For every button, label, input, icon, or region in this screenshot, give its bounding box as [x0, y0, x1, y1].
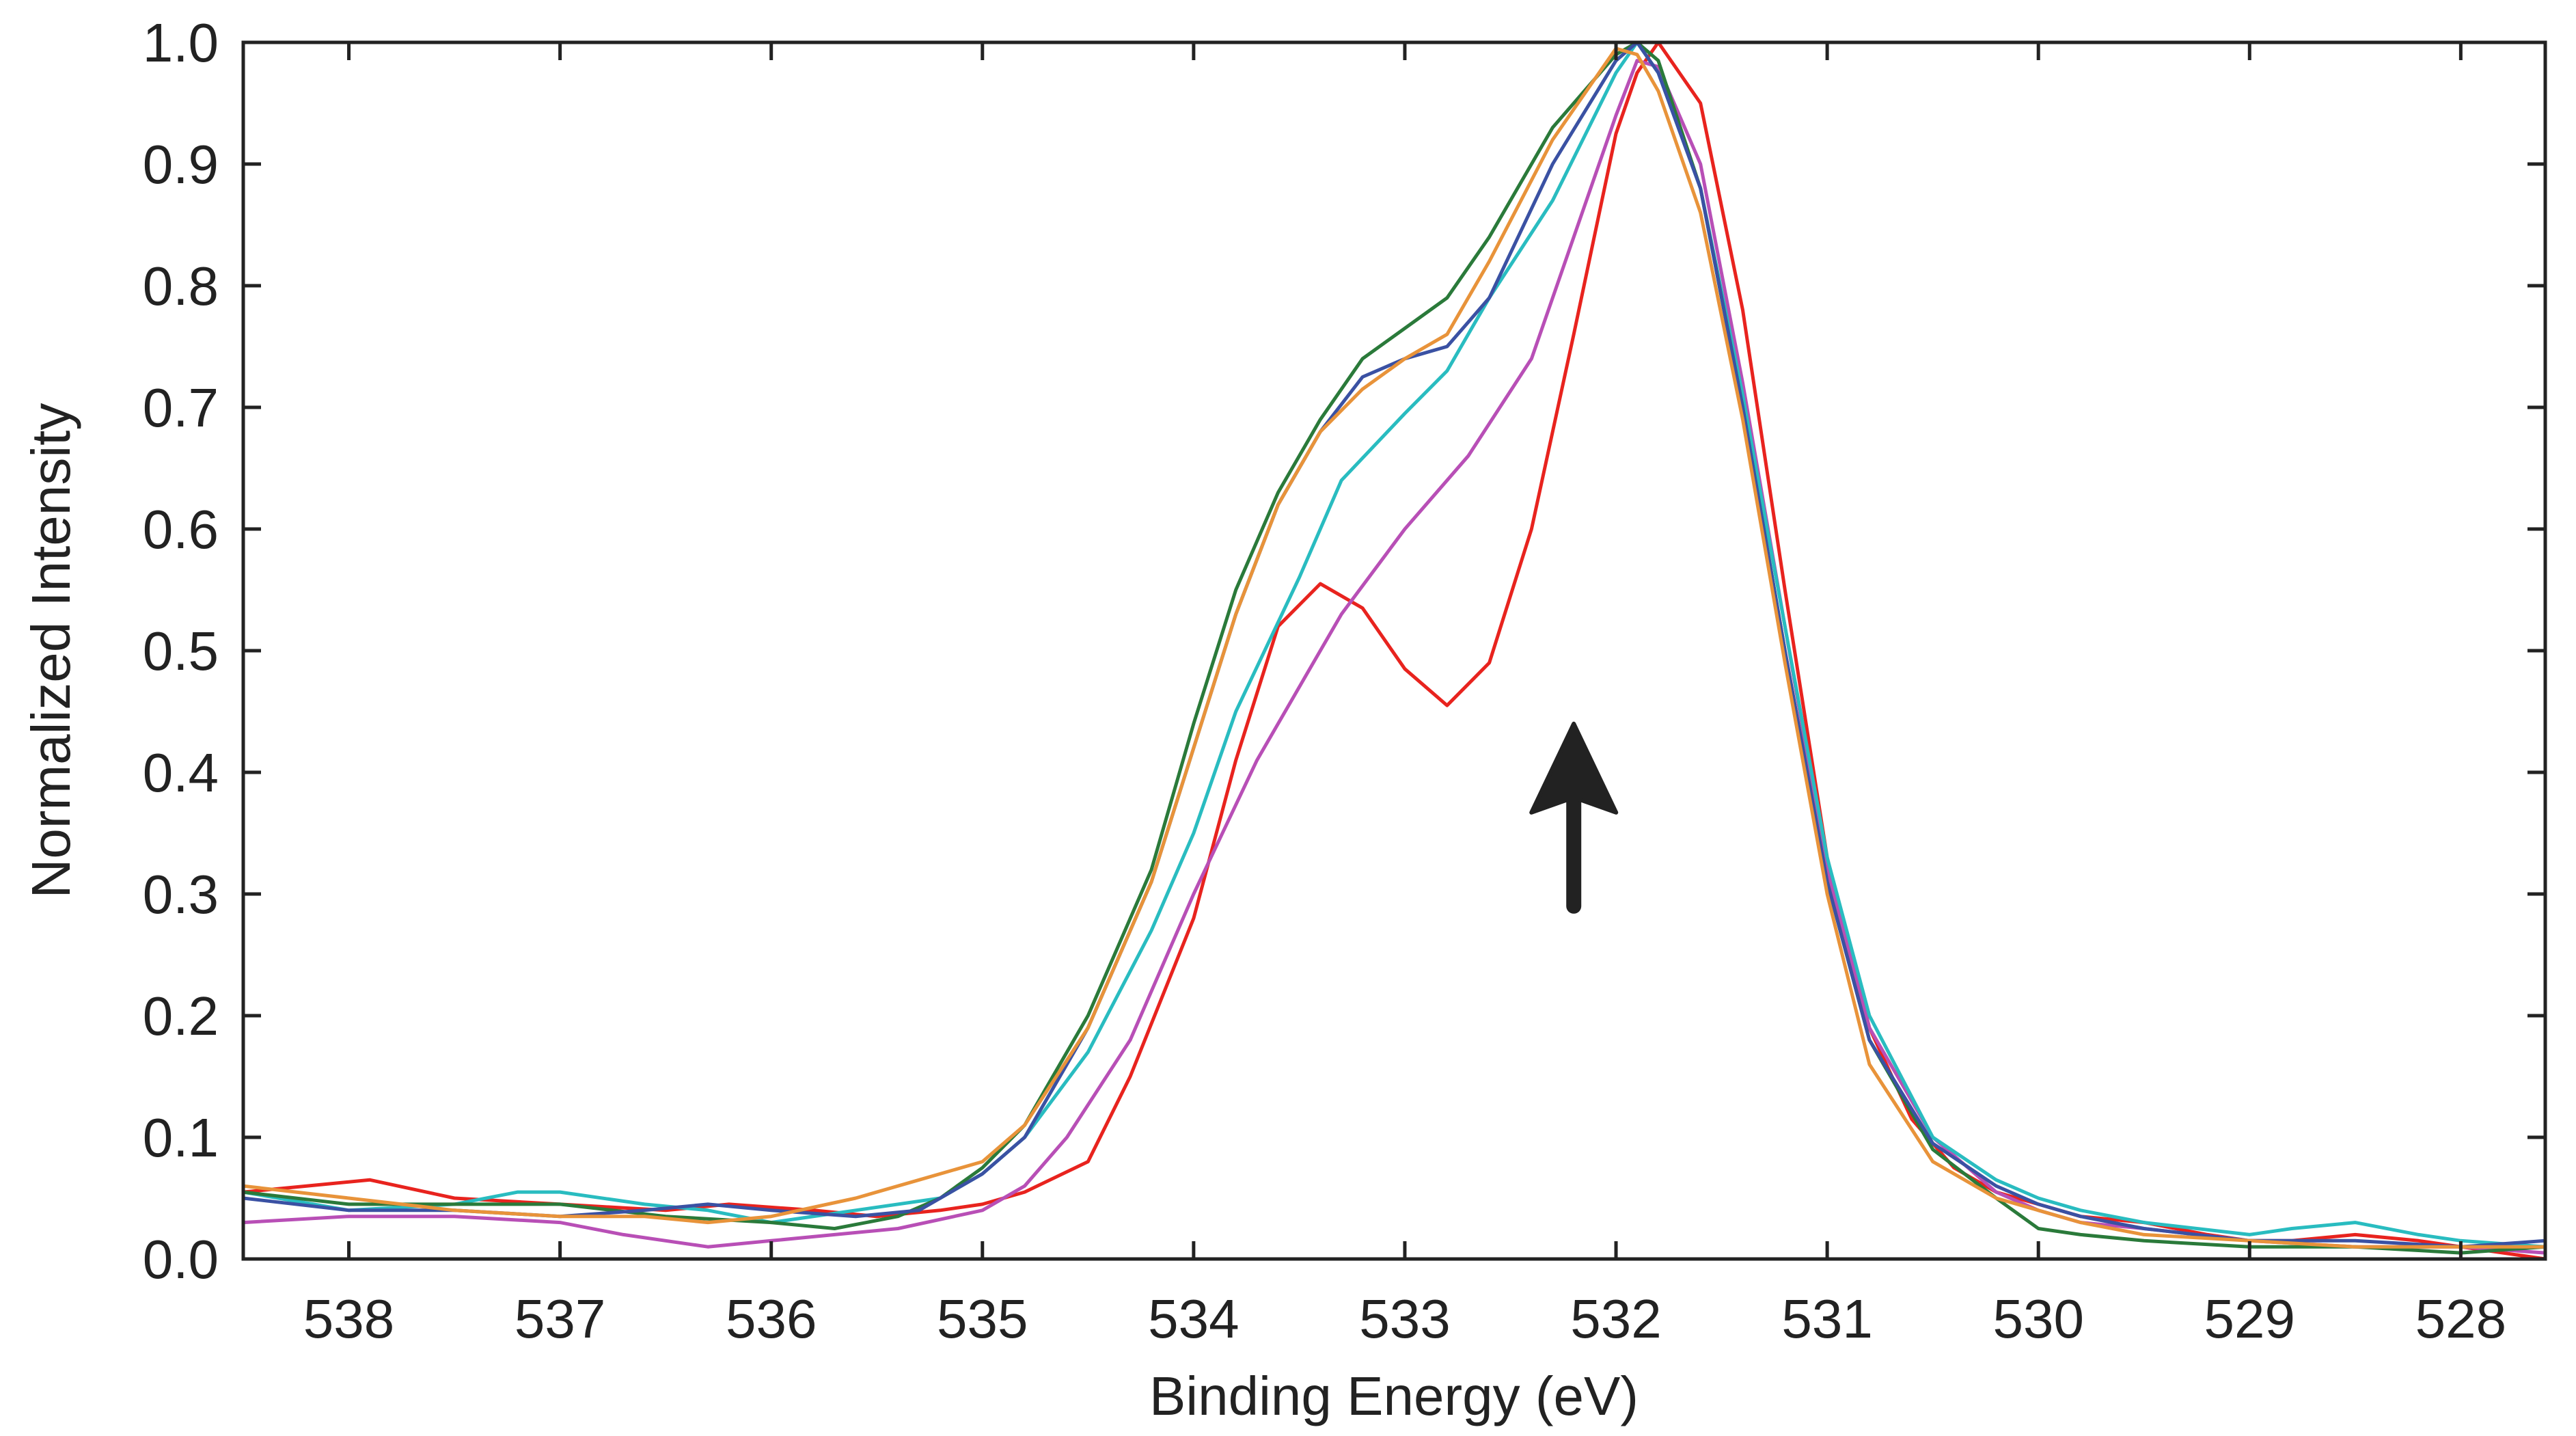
series-line-magenta	[243, 59, 2546, 1255]
y-tick-label: 0.0	[143, 1229, 219, 1290]
series-layer	[243, 40, 2546, 1261]
plot-frame	[241, 40, 2547, 1261]
y-tick-label: 0.3	[143, 864, 219, 925]
y-tick-label: 0.4	[143, 742, 219, 803]
y-tick-label: 0.5	[143, 621, 219, 681]
y-axis-title: Normalized Intensity	[20, 403, 81, 899]
x-axis-title: Binding Energy (eV)	[1149, 1366, 1639, 1426]
x-tick-label: 530	[1992, 1288, 2083, 1349]
series-line-blue	[243, 40, 2546, 1249]
x-tick-label: 536	[726, 1288, 817, 1349]
series-line-cyan	[243, 40, 2546, 1249]
x-tick-label: 534	[1148, 1288, 1239, 1349]
series-line-green	[243, 40, 2546, 1255]
x-tick-label: 532	[1570, 1288, 1661, 1349]
y-tick-label: 0.9	[143, 134, 219, 195]
annotation-layer	[1529, 721, 1619, 914]
x-tick-label: 529	[2204, 1288, 2295, 1349]
series-line-orange	[243, 46, 2545, 1249]
label-layer: 538 537 536 535 534 533 532 531 530 529 528 0.0 0.1 0…	[143, 12, 2506, 1349]
y-tick-label: 1.0	[143, 12, 219, 73]
y-tick-label: 0.8	[143, 256, 219, 316]
x-tick-label: 533	[1359, 1288, 1450, 1349]
y-tick-label: 0.2	[143, 986, 219, 1046]
y-tick-label: 0.6	[143, 499, 219, 560]
tick-layer	[243, 40, 2545, 1261]
y-tick-label: 0.7	[143, 377, 219, 438]
series-line-red	[243, 40, 2546, 1261]
x-tick-label: 537	[515, 1288, 605, 1349]
arrow-head-icon	[1529, 721, 1619, 815]
y-tick-label: 0.1	[143, 1107, 219, 1168]
x-tick-label: 538	[303, 1288, 394, 1349]
x-tick-label: 531	[1781, 1288, 1872, 1349]
x-tick-label: 535	[937, 1288, 1028, 1349]
x-tick-label: 528	[2415, 1288, 2506, 1349]
